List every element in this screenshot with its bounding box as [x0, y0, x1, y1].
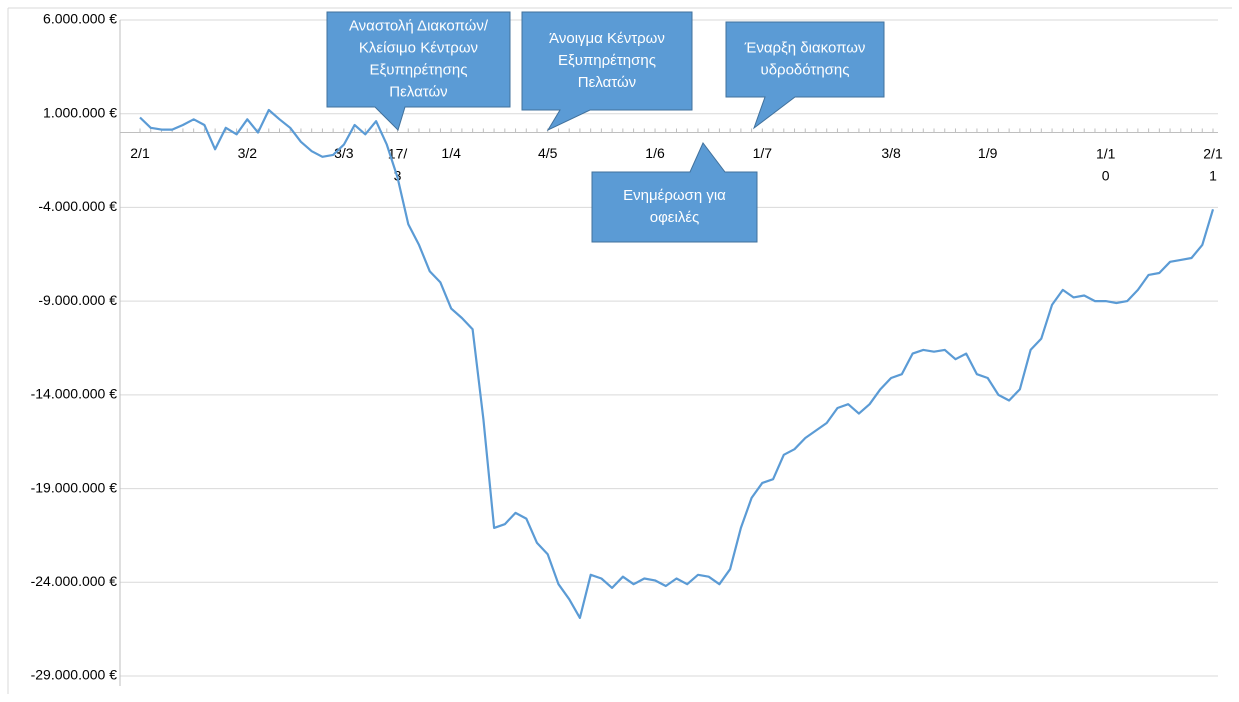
y-tick-label: -29.000.000 €	[31, 667, 118, 683]
y-tick-label: 6.000.000 €	[43, 11, 117, 27]
callout-text: Εξυπηρέτησης	[370, 61, 468, 78]
x-tick-label: 1/6	[645, 145, 665, 161]
x-tick-label: 4/5	[538, 145, 558, 161]
callout-text: Πελατών	[578, 74, 636, 91]
x-tick-label: 2/1 1	[1203, 145, 1223, 183]
y-tick-label: -19.000.000 €	[31, 479, 118, 495]
callout-text: Αναστολή Διακοπών/	[349, 17, 489, 34]
y-tick-label: -14.000.000 €	[31, 386, 118, 402]
y-tick-label: -4.000.000 €	[38, 198, 117, 214]
y-tick-label: -9.000.000 €	[38, 292, 117, 308]
x-tick-label: 3/8	[881, 145, 901, 161]
callout-box	[591, 142, 758, 243]
callout-text: Ενημέρωση για	[623, 187, 726, 204]
callout: Ενημέρωση για οφειλές	[591, 142, 758, 243]
callout-text: οφειλές	[650, 209, 700, 226]
x-tick-label: 3/2	[238, 145, 258, 161]
callout-text: Έναρξη διακοπων	[744, 39, 866, 56]
x-tick-label: 3/3	[334, 145, 354, 161]
y-tick-label: -24.000.000 €	[31, 573, 118, 589]
data-line	[139, 108, 1215, 619]
x-tick-label: 2/1	[130, 145, 150, 161]
callout: Άνοιγμα Κέντρων Εξυπηρέτησης Πελατών	[521, 11, 693, 132]
callout-box	[725, 21, 885, 130]
callout-text: Άνοιγμα Κέντρων	[549, 30, 665, 47]
callout-box	[521, 11, 693, 132]
x-tick-label: 1/7	[753, 145, 773, 161]
callout-text: Εξυπηρέτησης	[558, 52, 656, 69]
callout-box	[326, 11, 511, 131]
callout: Έναρξη διακοπων υδροδότησης	[725, 21, 885, 130]
x-tick-label: 1/1 0	[1096, 145, 1116, 183]
y-tick-label: 1.000.000 €	[43, 104, 117, 120]
callout-text: υδροδότησης	[760, 61, 849, 78]
x-tick-label: 1/4	[441, 145, 461, 161]
callout-text: Πελατών	[389, 83, 447, 100]
callout: Αναστολή Διακοπών/Κλείσιμο Κέντρων Εξυπηρ…	[326, 11, 511, 131]
x-tick-label: 1/9	[978, 145, 998, 161]
callout-text: Κλείσιμο Κέντρων	[359, 39, 478, 56]
